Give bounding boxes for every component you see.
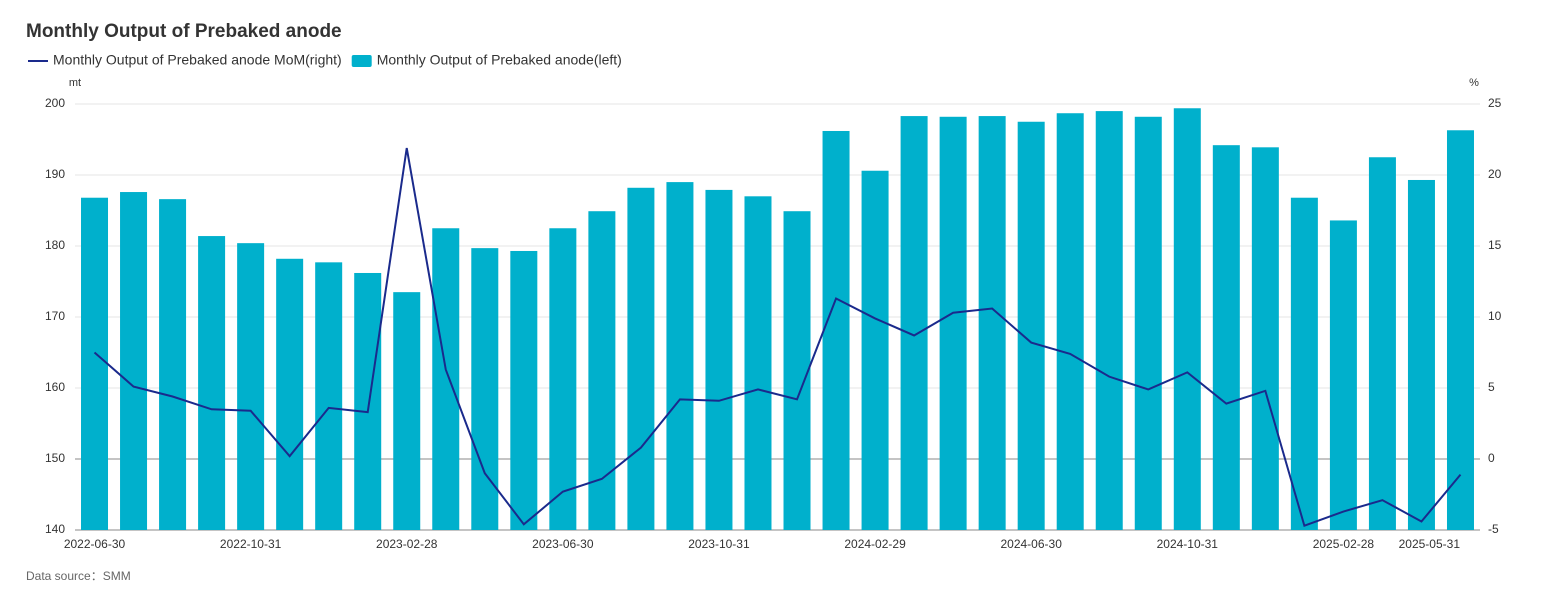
x-tick-label: 2025-05-31: [1399, 537, 1461, 551]
x-tick-label: 2022-10-31: [220, 537, 282, 551]
y-tick-label: 160: [45, 380, 65, 394]
bar: [354, 272, 382, 530]
y2-tick-label: -5: [1488, 522, 1499, 536]
chart-title: Monthly Output of Prebaked anode: [26, 21, 342, 42]
bar: [1017, 121, 1045, 530]
bar: [744, 196, 772, 531]
bar: [432, 228, 460, 530]
bar: [1251, 147, 1279, 530]
bar: [978, 116, 1006, 530]
y2-tick-label: 0: [1488, 451, 1495, 465]
y2-tick-label: 20: [1488, 167, 1502, 181]
y-tick-label: 150: [45, 451, 65, 465]
bar: [81, 197, 109, 530]
bar: [1368, 157, 1396, 530]
bar: [861, 170, 889, 531]
bar: [627, 187, 655, 530]
bar: [588, 211, 616, 530]
line: [93, 147, 1462, 528]
y2-tick-label: 25: [1488, 96, 1502, 110]
bar: [666, 182, 694, 530]
bar: [159, 199, 187, 530]
y-tick-label: 180: [45, 238, 65, 252]
bar: [1407, 179, 1435, 530]
y2-unit: %: [1469, 77, 1479, 89]
y2-tick-label: 5: [1488, 380, 1495, 394]
y-tick-label: 200: [45, 96, 65, 110]
y-tick-label: 140: [45, 522, 65, 536]
bar: [1056, 113, 1084, 530]
y-unit: mt: [69, 77, 81, 89]
y-tick-label: 170: [45, 309, 65, 323]
bar: [939, 116, 967, 530]
x-tick-label: 2025-02-28: [1313, 537, 1375, 551]
bar: [822, 130, 850, 531]
bar: [1329, 220, 1357, 530]
x-tick-label: 2023-06-30: [532, 537, 594, 551]
legend-label: Monthly Output of Prebaked anode(left): [377, 52, 622, 68]
y-tick-label: 190: [45, 167, 65, 181]
bar: [393, 292, 421, 530]
y2-tick-label: 15: [1488, 238, 1502, 252]
x-tick-label: 2023-10-31: [688, 537, 750, 551]
bar: [120, 192, 148, 531]
bar: [315, 262, 343, 530]
bar: [1173, 108, 1201, 530]
legend-label: Monthly Output of Prebaked anode MoM(rig…: [53, 52, 342, 68]
bar: [237, 243, 265, 530]
bar: [783, 211, 811, 530]
bar: [1290, 197, 1318, 530]
bar: [1212, 145, 1240, 530]
bar: [900, 116, 928, 530]
bar: [705, 189, 733, 530]
legend-swatch: [351, 55, 372, 67]
bar: [471, 248, 499, 530]
source: Data source：SMM: [26, 569, 131, 583]
x-tick-label: 2024-02-29: [844, 537, 906, 551]
bar: [1446, 130, 1474, 530]
bar: [1134, 116, 1162, 530]
x-tick-label: 2023-02-28: [376, 537, 438, 551]
y2-tick-label: 10: [1488, 309, 1502, 323]
bar: [198, 236, 226, 530]
bar: [1095, 111, 1123, 530]
bar: [510, 250, 538, 530]
x-tick-label: 2024-06-30: [1000, 537, 1062, 551]
x-tick-label: 2024-10-31: [1157, 537, 1219, 551]
bar: [276, 258, 304, 530]
bar: [549, 228, 577, 530]
x-tick-label: 2022-06-30: [64, 537, 126, 551]
